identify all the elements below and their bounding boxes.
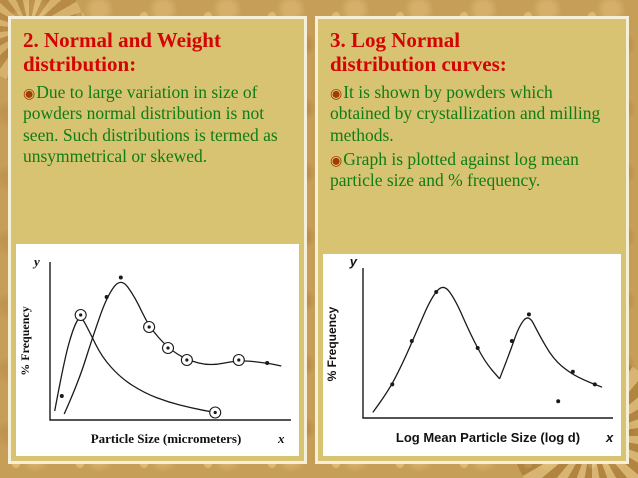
y-corner-label: y [349, 254, 358, 269]
dot-marker [104, 295, 109, 299]
dot-marker [570, 369, 575, 374]
circled-dot-center [237, 358, 241, 362]
y-axis-label: % Frequency [18, 306, 32, 375]
circled-dot-center [166, 346, 170, 350]
plot-curves [372, 286, 603, 413]
dot-marker [59, 394, 64, 398]
dot-marker [265, 361, 270, 365]
bullet-item: ◉It is shown by powders which obtained b… [330, 82, 614, 146]
panel-log-normal-distribution: 3. Log Normal distribution curves: ◉It i… [315, 16, 629, 464]
y-corner-label: y [32, 254, 40, 269]
circled-dot-center [213, 410, 217, 415]
bullet-text: Graph is plotted against log mean partic… [330, 149, 579, 191]
series-log-normal-curve-2 [498, 317, 603, 388]
x-axis-label: Particle Size (micrometers) [91, 431, 242, 446]
axes [49, 262, 291, 421]
panel-title: 2. Normal and Weight distribution: [23, 28, 221, 76]
bullet-item: ◉Graph is plotted against log mean parti… [330, 149, 614, 192]
panel-normal-weight-distribution: 2. Normal and Weight distribution: ◉Due … [8, 16, 307, 464]
dot-marker [409, 339, 414, 343]
circled-dot-center [79, 313, 83, 317]
dot-marker [592, 382, 597, 387]
circled-dot-bullet-icon: ◉ [330, 87, 343, 103]
bullet-text: Due to large variation in size of powder… [23, 82, 278, 167]
dot-marker [509, 339, 514, 343]
circled-dot-bullet-icon: ◉ [23, 87, 36, 103]
circled-dot-center [147, 325, 151, 329]
y-axis-label: % Frequency [325, 306, 339, 381]
chart-normal-weight-distribution: y % Frequency Particle Size (micrometers… [16, 244, 299, 456]
dot-marker [390, 382, 395, 387]
series-weight-distribution-curve [54, 317, 216, 414]
panel-title: 3. Log Normal distribution curves: [330, 28, 507, 76]
bullet-text: It is shown by powders which obtained by… [330, 82, 601, 145]
dot-marker [526, 312, 531, 317]
dot-marker [556, 399, 561, 404]
dot-marker [434, 290, 439, 294]
chart-log-normal-svg: y % Frequency Log Mean Particle Size (lo… [325, 254, 614, 445]
chart-log-normal-distribution: y % Frequency Log Mean Particle Size (lo… [323, 254, 621, 456]
x-corner-label: x [605, 430, 614, 445]
dot-marker [475, 346, 480, 350]
circled-dot-center [185, 358, 189, 362]
dot-marker [118, 275, 123, 280]
series-log-normal-curve-1 [372, 286, 501, 413]
chart-normal-weight-svg: y % Frequency Particle Size (micrometers… [18, 254, 291, 446]
circled-dot-bullet-icon: ◉ [330, 154, 343, 170]
x-corner-label: x [277, 431, 285, 446]
axes [362, 268, 613, 419]
bullet-item: ◉Due to large variation in size of powde… [23, 82, 292, 167]
x-axis-label: Log Mean Particle Size (log d) [396, 430, 580, 445]
plot-curves [54, 275, 282, 419]
